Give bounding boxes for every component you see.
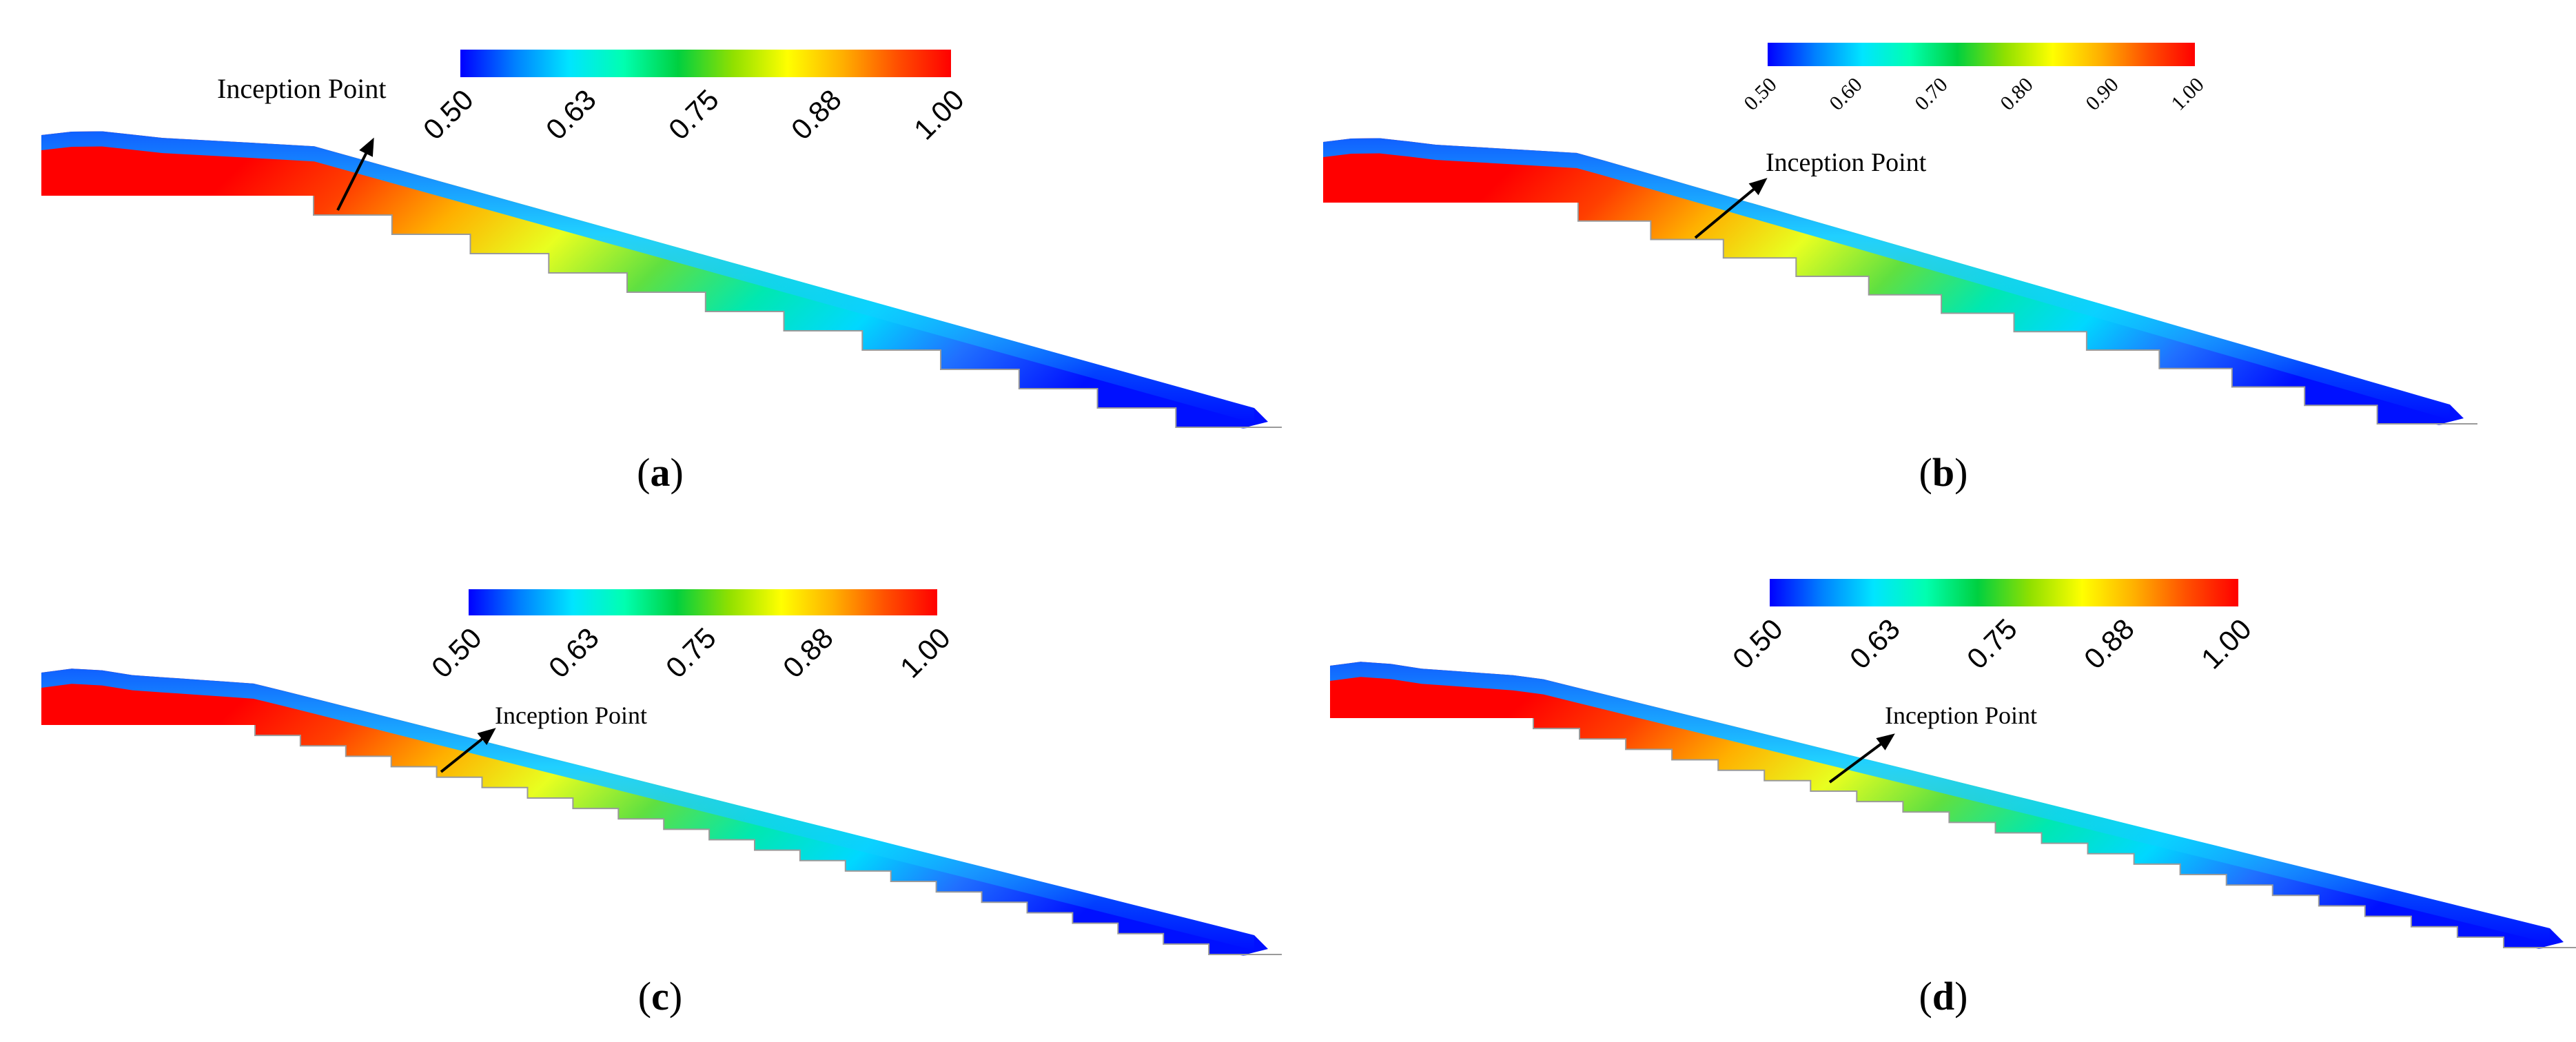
panel-c: 0.50 0.63 0.75 0.88 1.00 Inception Point (c) <box>41 589 1282 1019</box>
colorbar-tick-label: 1.00 <box>894 622 957 684</box>
colorbar-tick-label: 1.00 <box>908 83 970 146</box>
inception-point-label: Inception Point <box>495 702 647 729</box>
colorbar <box>469 589 937 615</box>
panel-label: (a) <box>637 450 684 495</box>
colorbar-tick-label: 0.88 <box>785 83 848 146</box>
colorbar <box>460 50 951 77</box>
colorbar <box>1770 579 2238 606</box>
step-outline <box>254 725 1282 955</box>
colorbar-tick-label: 0.63 <box>1843 613 1906 675</box>
inception-point-label: Inception Point <box>217 73 387 104</box>
arrow-head <box>477 728 496 746</box>
colorbar-tick-label: 1.00 <box>2195 613 2258 675</box>
panel-a: 0.50 0.63 0.75 0.88 1.00 Inception Point (a) <box>41 50 1282 495</box>
colorbar-tick-label: 0.63 <box>542 622 605 684</box>
step-outline <box>1577 203 2477 425</box>
arrow-head <box>1876 733 1895 750</box>
panel-label: (b) <box>1919 450 1968 495</box>
colorbar-tick-label: 0.80 <box>1996 73 2037 114</box>
colorbar-tick-label: 0.75 <box>1961 613 2023 675</box>
panel-d: 0.50 0.63 0.75 0.88 1.00 Inception Point (d) <box>1330 579 2576 1019</box>
arrow-head <box>1748 178 1768 196</box>
colorbar-tick-label: 0.50 <box>1726 613 1789 675</box>
colorbar-tick-label: 0.88 <box>2078 613 2140 675</box>
colorbar-tick-label: 0.50 <box>425 622 488 684</box>
panel-letter: a <box>651 450 671 495</box>
colorbar-tick-label: 0.75 <box>662 83 725 146</box>
panel-label: (c) <box>638 974 682 1019</box>
flow-field <box>41 668 1268 956</box>
colorbar-tick-label: 1.00 <box>2167 73 2208 114</box>
inception-arrow <box>1694 179 1766 239</box>
step-outline <box>1533 718 2576 948</box>
colorbar-tick-label: 0.50 <box>1739 73 1781 114</box>
colorbar-tick-label: 0.60 <box>1825 73 1866 114</box>
colorbar-tick-label: 0.88 <box>777 622 839 684</box>
arrow-head <box>359 137 374 157</box>
flow-field <box>1323 138 2464 425</box>
colorbar-tick-label: 0.75 <box>660 622 722 684</box>
panel-label: (d) <box>1919 974 1968 1019</box>
colorbar-tick-label: 0.70 <box>1910 73 1952 114</box>
colorbar <box>1768 43 2195 66</box>
flow-field <box>1330 662 2564 949</box>
colorbar-tick-label: 0.63 <box>540 83 602 146</box>
flow-field <box>41 131 1268 429</box>
panel-b: 0.50 0.60 0.70 0.80 0.90 1.00 Inception Point (… <box>1323 43 2477 495</box>
colorbar-tick-label: 0.50 <box>417 83 480 146</box>
inception-point-label: Inception Point <box>1766 148 1927 177</box>
step-outline <box>313 196 1282 428</box>
panel-letter: c <box>651 974 669 1019</box>
panel-letter: b <box>1932 450 1954 495</box>
colorbar-tick-label: 0.90 <box>2081 73 2123 114</box>
inception-point-label: Inception Point <box>1885 702 2037 729</box>
panel-letter: d <box>1932 974 1954 1019</box>
